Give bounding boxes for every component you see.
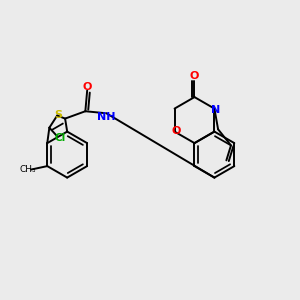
Text: Cl: Cl bbox=[55, 133, 66, 142]
Text: NH: NH bbox=[97, 112, 115, 122]
Text: O: O bbox=[172, 126, 181, 136]
Text: N: N bbox=[211, 104, 220, 115]
Text: CH₃: CH₃ bbox=[20, 165, 36, 174]
Text: O: O bbox=[190, 71, 199, 81]
Text: S: S bbox=[54, 110, 62, 120]
Text: O: O bbox=[83, 82, 92, 92]
